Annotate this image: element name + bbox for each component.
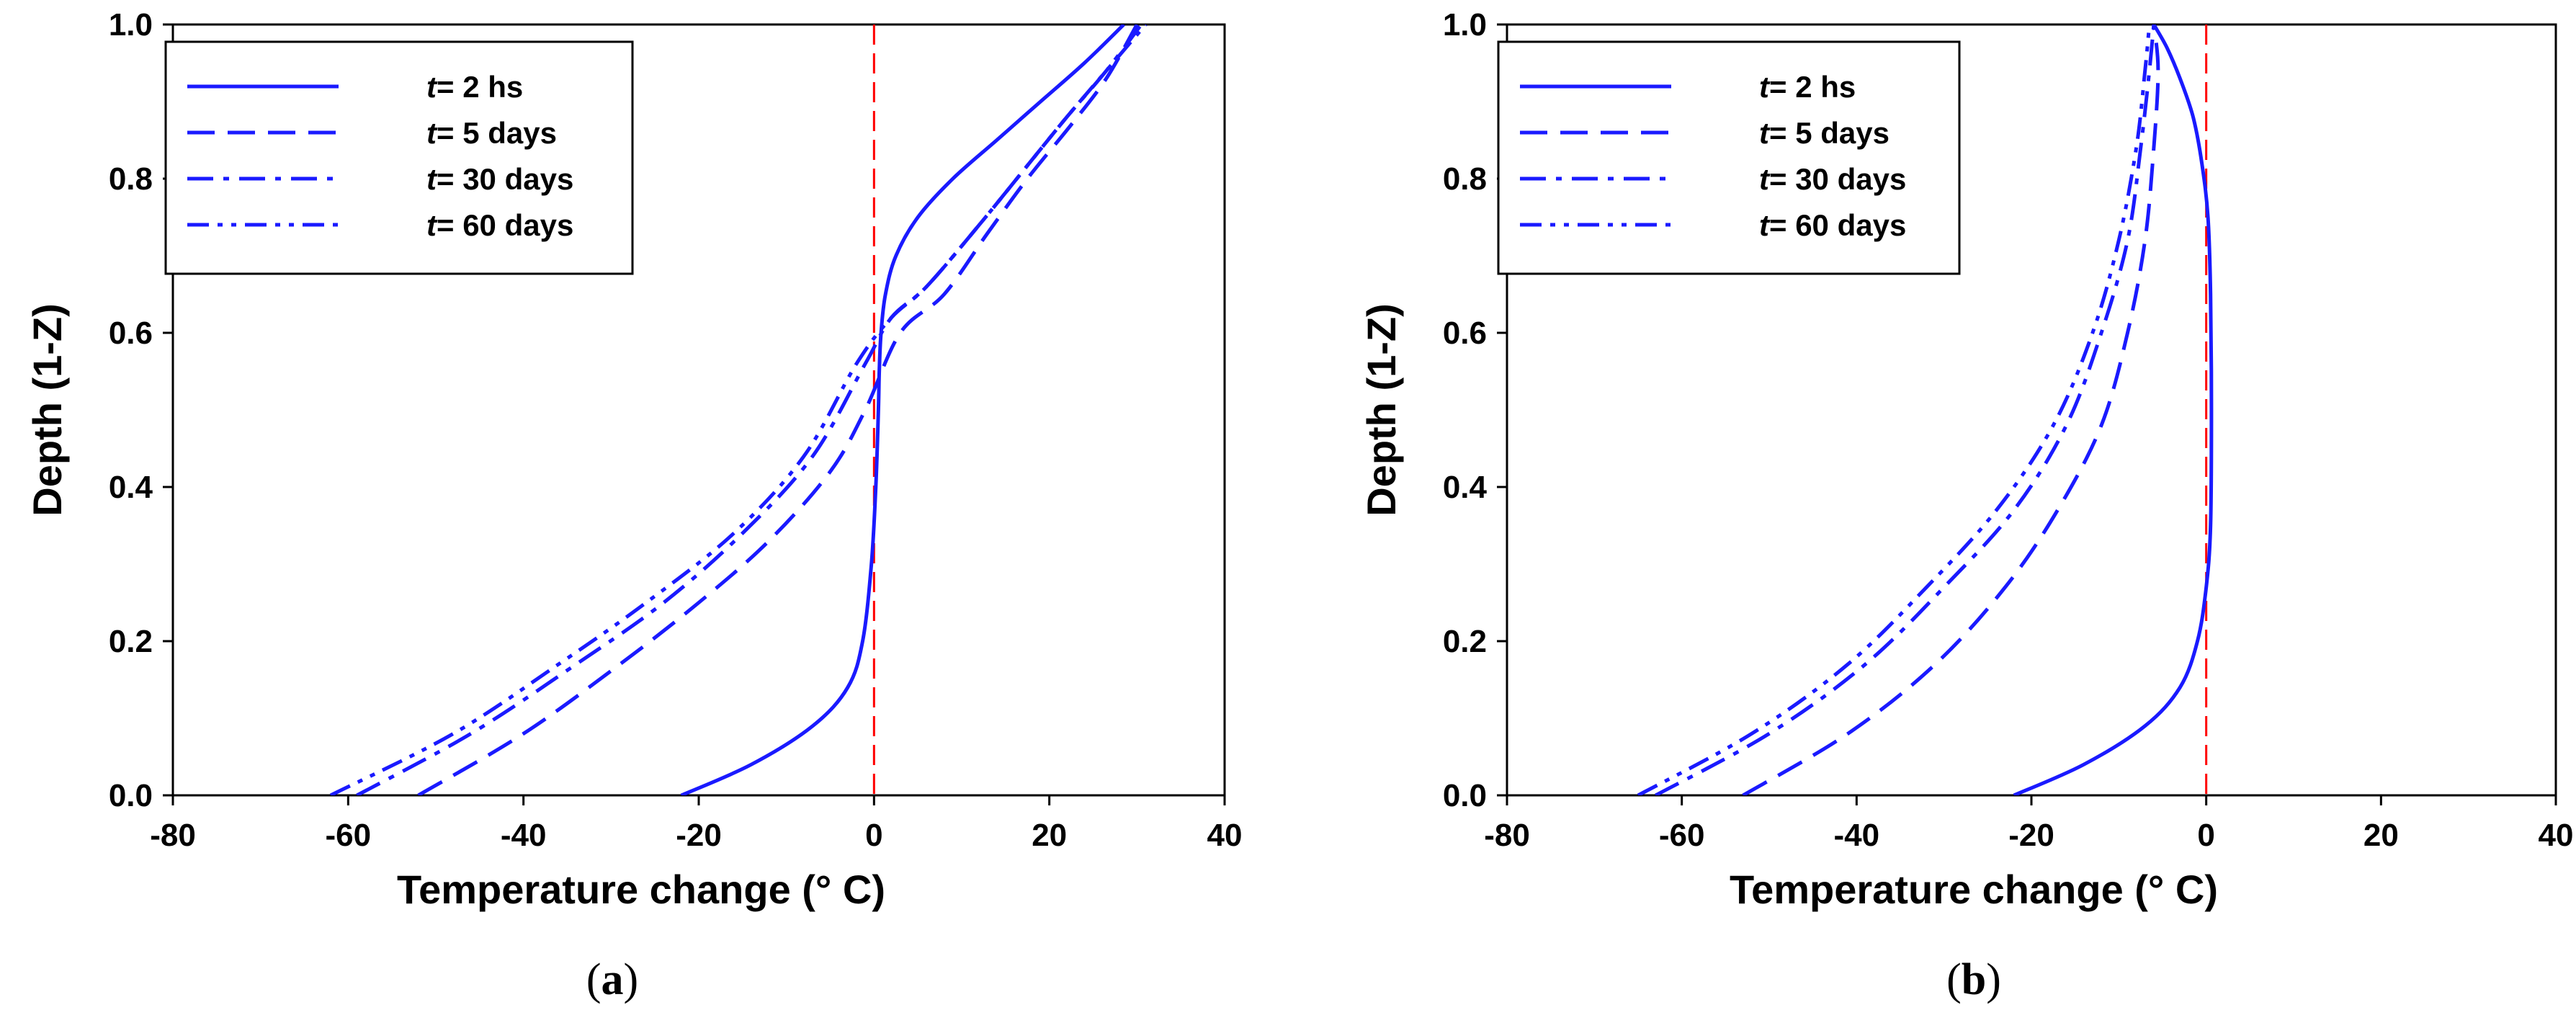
series-line-1	[680, 24, 1125, 795]
legend-label-3: t= 30 days	[1759, 162, 1906, 196]
y-tick-label: 0.6	[109, 316, 153, 351]
series-line-4	[329, 24, 1148, 795]
x-tick-label: -40	[1834, 818, 1880, 853]
x-tick-label: -40	[501, 818, 547, 853]
x-tick-label: 40	[1207, 818, 1243, 853]
legend-label-2: t= 5 days	[426, 116, 557, 150]
legend-label-2: t= 5 days	[1759, 116, 1889, 150]
x-tick-label: -60	[326, 818, 372, 853]
y-tick-label: 1.0	[109, 7, 153, 43]
legend: t= 2 hs t= 5 days t= 30 days t= 60 days	[1497, 40, 1961, 275]
x-tick-label: -80	[150, 818, 196, 853]
y-tick-label: 0.2	[109, 624, 153, 659]
x-tick-label: -20	[2008, 818, 2054, 853]
y-tick-label: 0.8	[109, 161, 153, 197]
x-tick-label: 40	[2539, 818, 2574, 853]
x-axis-title: Temperature change (° C)	[397, 867, 885, 912]
y-axis-title: Depth (1-Z)	[1359, 303, 1404, 517]
y-tick-label: 0.4	[1443, 470, 1488, 505]
panel-caption-a: (a)	[586, 955, 638, 1004]
x-tick-label: 20	[2363, 818, 2399, 853]
chart-panel-b: -80 -60 -40 -20 0 20 40 0.0 0.2 0.4 0.6 0.8 1.0 Tempe…	[1359, 7, 2573, 1004]
legend-label-3: t= 30 days	[426, 162, 573, 196]
panel-caption-b: (b)	[1946, 955, 2001, 1004]
legend-label-1: t= 2 hs	[1759, 70, 1856, 104]
y-tick-label: 1.0	[1443, 7, 1487, 43]
x-tick-label: 0	[865, 818, 882, 853]
legend-label-4: t= 60 days	[426, 208, 573, 242]
y-tick-label: 0.0	[109, 778, 153, 813]
x-tick-label: -60	[1659, 818, 1705, 853]
x-tick-label: 20	[1032, 818, 1067, 853]
y-tick-label: 0.0	[1443, 778, 1487, 813]
legend-label-1: t= 2 hs	[426, 70, 523, 104]
y-tick-label: 0.8	[1443, 161, 1487, 197]
y-tick-label: 0.6	[1443, 316, 1487, 351]
x-tick-label: 0	[2197, 818, 2214, 853]
legend-box	[164, 40, 634, 275]
x-tick-label: -80	[1484, 818, 1530, 853]
series-line-2	[417, 24, 1139, 795]
x-axis-title: Temperature change (° C)	[1730, 867, 2218, 912]
series-line-3	[1655, 24, 2156, 795]
y-tick-label: 0.2	[1443, 624, 1487, 659]
y-axis-title: Depth (1-Z)	[24, 303, 70, 517]
series-line-2	[1742, 24, 2160, 795]
legend-label-4: t= 60 days	[1759, 208, 1906, 242]
legend-box	[1497, 40, 1961, 275]
y-tick-label: 0.4	[109, 470, 153, 505]
series-line-4	[1637, 24, 2152, 795]
series-line-1	[2013, 24, 2214, 795]
legend: t= 2 hs t= 5 days t= 30 days t= 60 days	[164, 40, 634, 275]
x-tick-label: -20	[676, 818, 722, 853]
chart-panel-a: -80 -60 -40 -20 0 20 40 0.0 0.2 0.4 0.6 0.8 1.0 Tempe…	[24, 7, 1242, 1004]
